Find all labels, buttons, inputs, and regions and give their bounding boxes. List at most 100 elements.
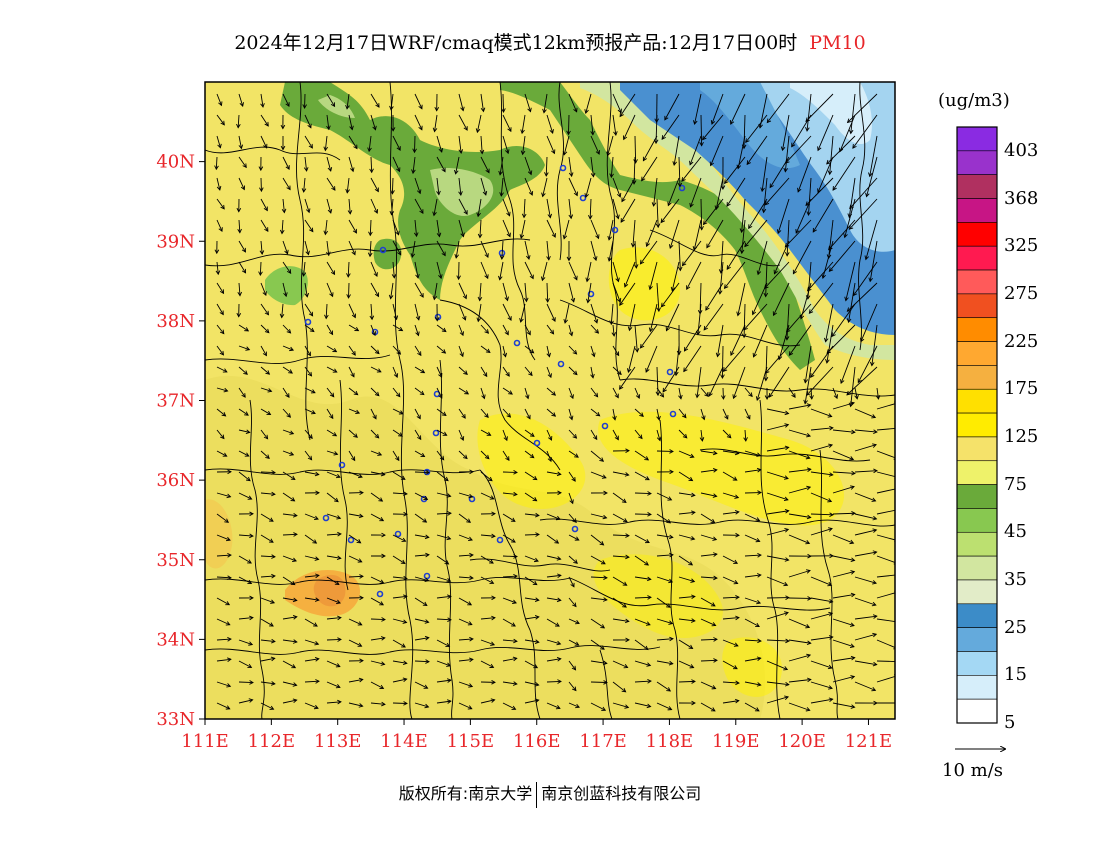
wind-arrow — [744, 681, 761, 686]
wind-arrowhead — [289, 451, 295, 456]
wind-arrowhead — [353, 433, 358, 438]
wind-arrowhead — [611, 332, 617, 337]
wind-arrow — [568, 408, 573, 420]
wind-arrowhead — [570, 582, 575, 588]
wind-arrow — [370, 156, 373, 173]
wind-arrowhead — [723, 284, 729, 289]
legend-swatch — [956, 484, 998, 509]
wind-arrow — [414, 324, 419, 336]
wind-arrow — [768, 366, 790, 398]
legend-label: 403 — [1004, 139, 1039, 161]
wind-arrowhead — [739, 228, 745, 234]
wind-arrow — [414, 282, 424, 298]
wind-arrowhead — [846, 118, 852, 124]
wind-arrowhead — [593, 392, 599, 398]
wind-arrowhead — [788, 351, 794, 356]
wind-arrow — [678, 660, 694, 668]
wind-arrowhead — [592, 256, 598, 262]
wind-arrow — [788, 534, 810, 544]
wind-arrow — [480, 324, 489, 334]
wind-arrowhead — [336, 599, 341, 605]
wind-arrowhead — [535, 532, 540, 537]
wind-arrowhead — [572, 686, 577, 692]
wind-arrow — [238, 429, 250, 433]
wind-arrowhead — [369, 315, 375, 321]
wind-arrowhead — [220, 434, 225, 440]
wind-arrow — [612, 198, 619, 219]
wind-arrow — [546, 198, 551, 218]
wind-arrow — [216, 114, 225, 126]
wind-arrow — [326, 387, 335, 397]
wind-arrow — [433, 282, 438, 300]
wind-arrow — [480, 617, 495, 620]
wind-arrowhead — [846, 390, 851, 396]
wind-arrowhead — [528, 371, 533, 377]
wind-arrowhead — [459, 352, 464, 358]
wind-arrow — [678, 639, 693, 649]
wind-arrowhead — [547, 213, 553, 219]
wind-arrow — [817, 114, 834, 151]
wind-arrow — [589, 198, 592, 219]
wind-arrowhead — [807, 596, 812, 601]
wind-arrow — [705, 282, 724, 311]
wind-arrowhead — [286, 269, 292, 274]
wind-arrowhead — [219, 289, 225, 295]
wind-arrowhead — [480, 107, 486, 113]
wind-arrow — [585, 177, 592, 198]
wind-arrowhead — [526, 255, 531, 260]
wind-arrow — [678, 387, 682, 399]
wind-arrow — [370, 513, 384, 522]
wind-arrowhead — [337, 699, 342, 705]
wind-arrowhead — [247, 579, 253, 585]
wind-arrow — [619, 282, 636, 306]
wind-arrowhead — [783, 167, 788, 173]
wind-arrowhead — [520, 129, 525, 135]
wind-arrowhead — [785, 638, 790, 644]
wind-arrow — [348, 702, 363, 707]
wind-arrow — [392, 450, 400, 461]
wind-arrow — [414, 93, 423, 109]
wind-arrowhead — [355, 409, 361, 415]
wind-arrow — [568, 618, 580, 624]
wind-arrow — [282, 177, 291, 190]
wind-arrowhead — [441, 167, 446, 173]
wind-arrow — [304, 618, 318, 627]
wind-arrow — [524, 639, 539, 643]
wind-arrowhead — [284, 249, 289, 255]
wind-arrowhead — [857, 378, 862, 384]
wind-arrowhead — [484, 274, 489, 280]
wind-arrowhead — [828, 697, 834, 703]
wind-arrow — [348, 471, 363, 478]
wind-arrow — [524, 597, 539, 601]
wind-arrow — [436, 429, 447, 436]
wind-arrow — [678, 595, 695, 599]
wind-arrow — [260, 471, 276, 473]
wind-arrow — [612, 387, 619, 398]
wind-arrowhead — [624, 618, 630, 624]
wind-arrowhead — [689, 664, 695, 669]
wind-arrow — [458, 576, 473, 579]
wind-arrowhead — [600, 624, 606, 629]
wind-arrowhead — [267, 388, 273, 393]
wind-arrowhead — [769, 183, 774, 189]
wind-arrowhead — [396, 350, 402, 355]
wind-arrow — [436, 618, 452, 621]
wind-arrowhead — [329, 392, 335, 398]
wind-arrowhead — [556, 656, 562, 662]
wind-arrow — [458, 345, 464, 357]
wind-arrow — [744, 618, 760, 627]
wind-arrowhead — [745, 138, 750, 144]
wind-arrow — [458, 429, 464, 441]
wind-arrowhead — [690, 618, 696, 623]
lat-label: 37N — [156, 391, 195, 412]
wind-arrowhead — [292, 557, 297, 562]
wind-arrowhead — [711, 685, 717, 690]
wind-arrowhead — [850, 401, 855, 406]
wind-arrowhead — [327, 166, 333, 172]
wind-arrowhead — [446, 699, 452, 704]
wind-arrow — [414, 366, 425, 374]
wind-arrow — [850, 93, 856, 134]
wind-arrowhead — [262, 291, 267, 297]
wind-arrowhead — [334, 497, 339, 503]
wind-arrowhead — [418, 125, 423, 131]
